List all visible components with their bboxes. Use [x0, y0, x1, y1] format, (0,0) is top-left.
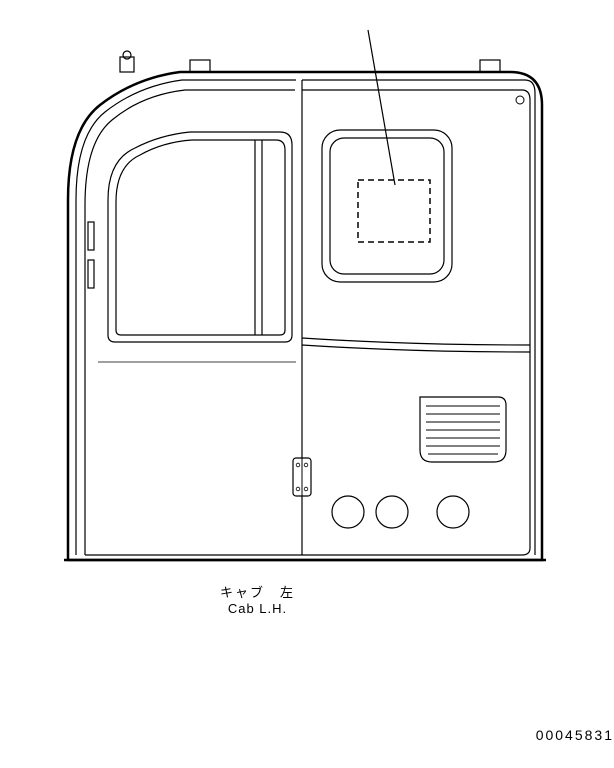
- roof-fixture-2: [190, 60, 210, 72]
- door-window-inner: [116, 140, 285, 335]
- cab-inner-frame-left: [76, 80, 296, 555]
- corner-bolt: [516, 96, 524, 104]
- door-handle-slot-2: [88, 222, 94, 250]
- door-handle-slot: [88, 260, 94, 288]
- hole-2: [376, 496, 408, 528]
- cab-svg: [0, 0, 614, 763]
- rear-seam-2: [302, 338, 530, 345]
- rear-panel-inner: [302, 90, 530, 555]
- hole-1: [332, 496, 364, 528]
- caption-jp: キャブ 左: [220, 582, 295, 601]
- cab-diagram: キャブ 左 Cab L.H. 00045831: [0, 0, 614, 763]
- roof-fixture-3: [480, 60, 500, 72]
- callout-leader: [368, 30, 395, 185]
- rear-seam: [302, 345, 530, 352]
- caption-en: Cab L.H.: [220, 601, 295, 616]
- rear-window-inner: [330, 138, 444, 274]
- rear-window-outer: [322, 130, 452, 282]
- roof-fixture-1-cap: [123, 51, 131, 59]
- figure-number: 00045831: [536, 727, 614, 743]
- hole-3: [437, 496, 469, 528]
- callout-box: [358, 180, 430, 242]
- door-window-outer: [108, 132, 292, 342]
- rear-panel-inner-2: [302, 80, 535, 555]
- caption: キャブ 左 Cab L.H.: [220, 582, 295, 616]
